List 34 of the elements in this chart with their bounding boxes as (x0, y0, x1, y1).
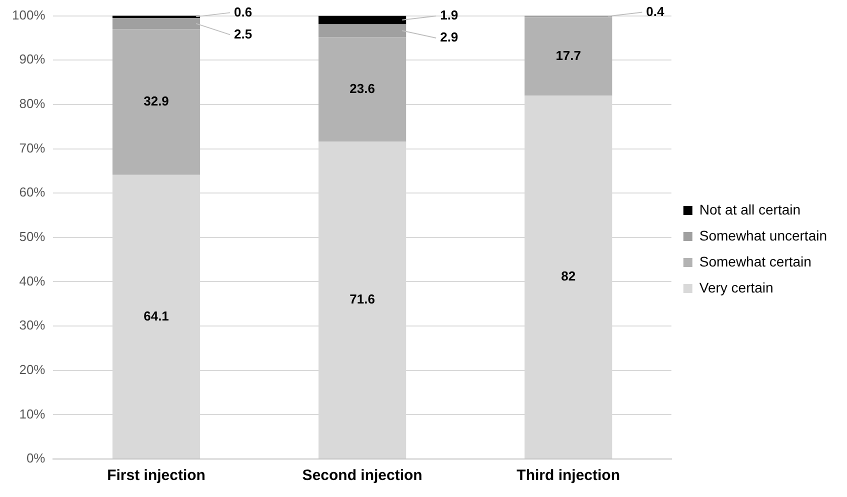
data-label: 0.6 (234, 4, 252, 20)
y-tick-label: 80% (19, 96, 46, 112)
y-tick-label: 50% (19, 228, 46, 244)
y-tick-label: 0% (26, 450, 46, 466)
y-tick-label: 70% (19, 140, 46, 156)
x-tick-label: First injection (107, 467, 206, 484)
bar (318, 16, 406, 24)
data-label: 0.4 (646, 4, 665, 19)
bar (318, 37, 406, 142)
y-tick-label: 100% (12, 7, 46, 22)
x-tick-label: Third injection (516, 467, 620, 484)
data-label: 64.1 (144, 308, 169, 324)
bar (318, 24, 406, 38)
y-tick-label: 10% (19, 406, 46, 422)
data-label: 82 (561, 268, 576, 284)
data-label: 23.6 (350, 80, 375, 96)
data-label: 2.5 (234, 26, 252, 42)
data-label: 17.7 (556, 48, 582, 63)
bar (112, 29, 200, 175)
data-label: 2.9 (440, 30, 458, 45)
legend-label: Somewhat certain (699, 253, 812, 270)
y-tick-label: 60% (19, 184, 46, 200)
legend-label: Very certain (699, 279, 774, 296)
y-tick-label: 30% (19, 318, 46, 333)
legend-label: Not at all certain (699, 201, 801, 218)
data-label: 1.9 (440, 8, 458, 23)
bar (112, 18, 200, 30)
y-tick-label: 90% (19, 52, 46, 67)
x-tick-label: Second injection (302, 467, 422, 484)
data-label: 71.6 (350, 292, 375, 307)
y-tick-label: 20% (19, 362, 46, 377)
data-label: 32.9 (144, 94, 169, 109)
legend-label: Somewhat uncertain (699, 227, 828, 244)
y-tick-label: 40% (19, 273, 46, 288)
